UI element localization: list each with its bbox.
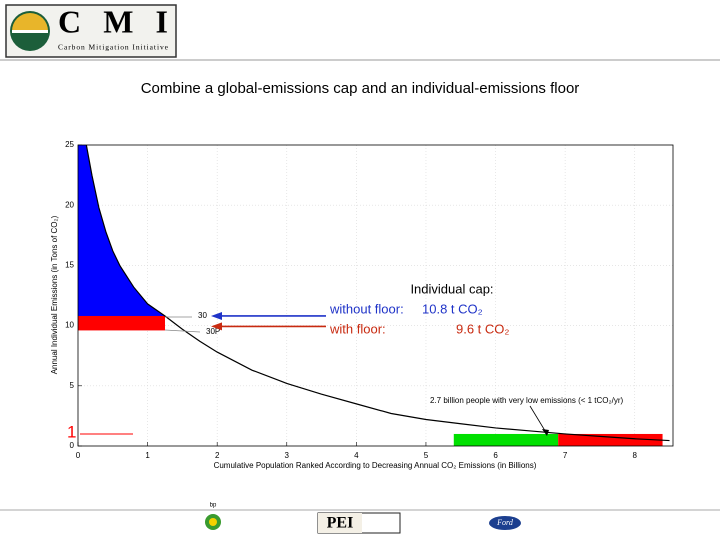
bp-center [209, 518, 217, 526]
floor-zone [558, 433, 663, 446]
plot-frame [77, 144, 674, 447]
y-tick-label: 10 [65, 321, 74, 330]
cap-value-label: 9.6 t CO₂ [456, 321, 509, 336]
cap-label: without floor: [329, 301, 404, 316]
x-tick-label: 4 [354, 451, 359, 460]
cap-tag: 30 [198, 311, 207, 320]
arrowhead [542, 429, 549, 436]
y-tick-label: 15 [65, 261, 74, 270]
cap-excess-area [78, 145, 165, 316]
floor-label: 1 [67, 422, 76, 441]
x-tick-label: 2 [215, 451, 220, 460]
x-tick-label: 6 [493, 451, 498, 460]
plot-areas [78, 145, 670, 446]
logo-horizon [12, 30, 48, 33]
cap-value-label: 10.8 t CO₂ [422, 301, 483, 316]
y-tick-label: 25 [65, 140, 74, 149]
footer-logo: bp [210, 503, 217, 509]
floor-zone [453, 433, 559, 446]
y-tick-label: 0 [70, 441, 75, 450]
arrowhead [211, 311, 222, 320]
cap-tag: 30P [206, 327, 220, 336]
cap-heading: Individual cap: [410, 281, 493, 296]
cap-band [78, 315, 165, 331]
x-tick-label: 0 [76, 451, 81, 460]
x-tick-label: 3 [285, 451, 290, 460]
leader [164, 329, 201, 333]
slide-title: Combine a global-emissions cap and an in… [141, 80, 580, 97]
arrows [211, 311, 326, 331]
x-axis-label: Cumulative Population Ranked According t… [214, 461, 537, 470]
ford-oval [489, 516, 521, 530]
y-axis-label: Annual Individual Emissions (in Tons of … [50, 215, 59, 374]
y-tick-label: 20 [65, 200, 74, 209]
y-tick-label: 5 [70, 381, 75, 390]
x-tick-label: 1 [145, 451, 150, 460]
pei-box [318, 513, 362, 533]
logo-subtitle: Carbon Mitigation Initiative [58, 43, 169, 52]
x-tick-label: 5 [424, 451, 429, 460]
footer-logo: PEI [327, 515, 354, 532]
emissions-curve [85, 145, 670, 442]
logo: CMI Carbon Mitigation Initiative [5, 3, 177, 58]
x-tick-label: 7 [563, 451, 568, 460]
logo-sun [12, 13, 48, 31]
arrowhead [211, 322, 222, 331]
x-tick-label: 8 [632, 451, 637, 460]
footer-logo: Ford [496, 518, 514, 527]
cap-label: with floor: [329, 321, 386, 336]
floor-note: 2.7 billion people with very low emissio… [430, 396, 624, 405]
